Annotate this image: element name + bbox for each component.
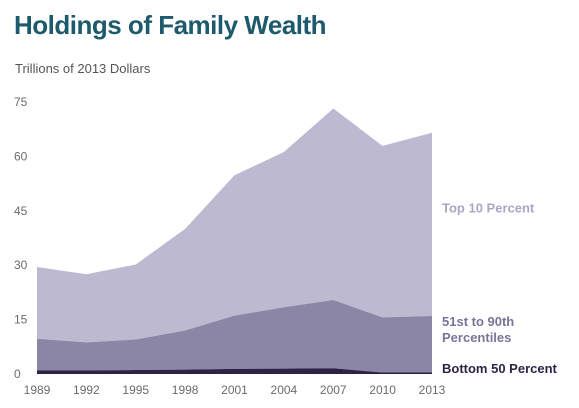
area-top-10-percent <box>37 108 432 343</box>
y-tick-label: 15 <box>14 313 28 327</box>
area-bottom-50-percent <box>37 368 432 374</box>
y-tick-label: 0 <box>14 367 21 381</box>
series-labels: Top 10 Percent 51st to 90th Percentiles Bot… <box>442 200 558 376</box>
y-tick-label: 30 <box>14 258 28 272</box>
x-tick-label: 2001 <box>221 383 248 397</box>
label-bottom-50-percent: Bottom 50 Percent <box>442 361 558 376</box>
y-tick-label: 45 <box>14 204 28 218</box>
chart-title: Holdings of Family Wealth <box>14 10 327 40</box>
x-tick-label: 1998 <box>172 383 199 397</box>
label-51st-to-90th-percentiles: 51st to 90th Percentiles <box>442 314 514 345</box>
x-tick-label: 2004 <box>271 383 298 397</box>
x-tick-label: 1989 <box>24 383 51 397</box>
label-top-10-percent: Top 10 Percent <box>442 200 535 215</box>
x-tick-label: 2007 <box>320 383 347 397</box>
area-layers <box>37 108 432 374</box>
y-axis-ticks: 0 15 30 45 60 75 <box>14 95 28 381</box>
x-tick-label: 1992 <box>73 383 100 397</box>
y-tick-label: 75 <box>14 95 28 109</box>
x-tick-label: 2010 <box>369 383 396 397</box>
chart-subtitle: Trillions of 2013 Dollars <box>15 61 151 76</box>
x-tick-label: 2013 <box>419 383 446 397</box>
area-51st-to-90th-percentiles <box>37 300 432 373</box>
x-axis-ticks: 1989 1992 1995 1998 2001 2004 2007 2010 2013 <box>24 383 446 397</box>
x-tick-label: 1995 <box>122 383 149 397</box>
y-tick-label: 60 <box>14 149 28 163</box>
